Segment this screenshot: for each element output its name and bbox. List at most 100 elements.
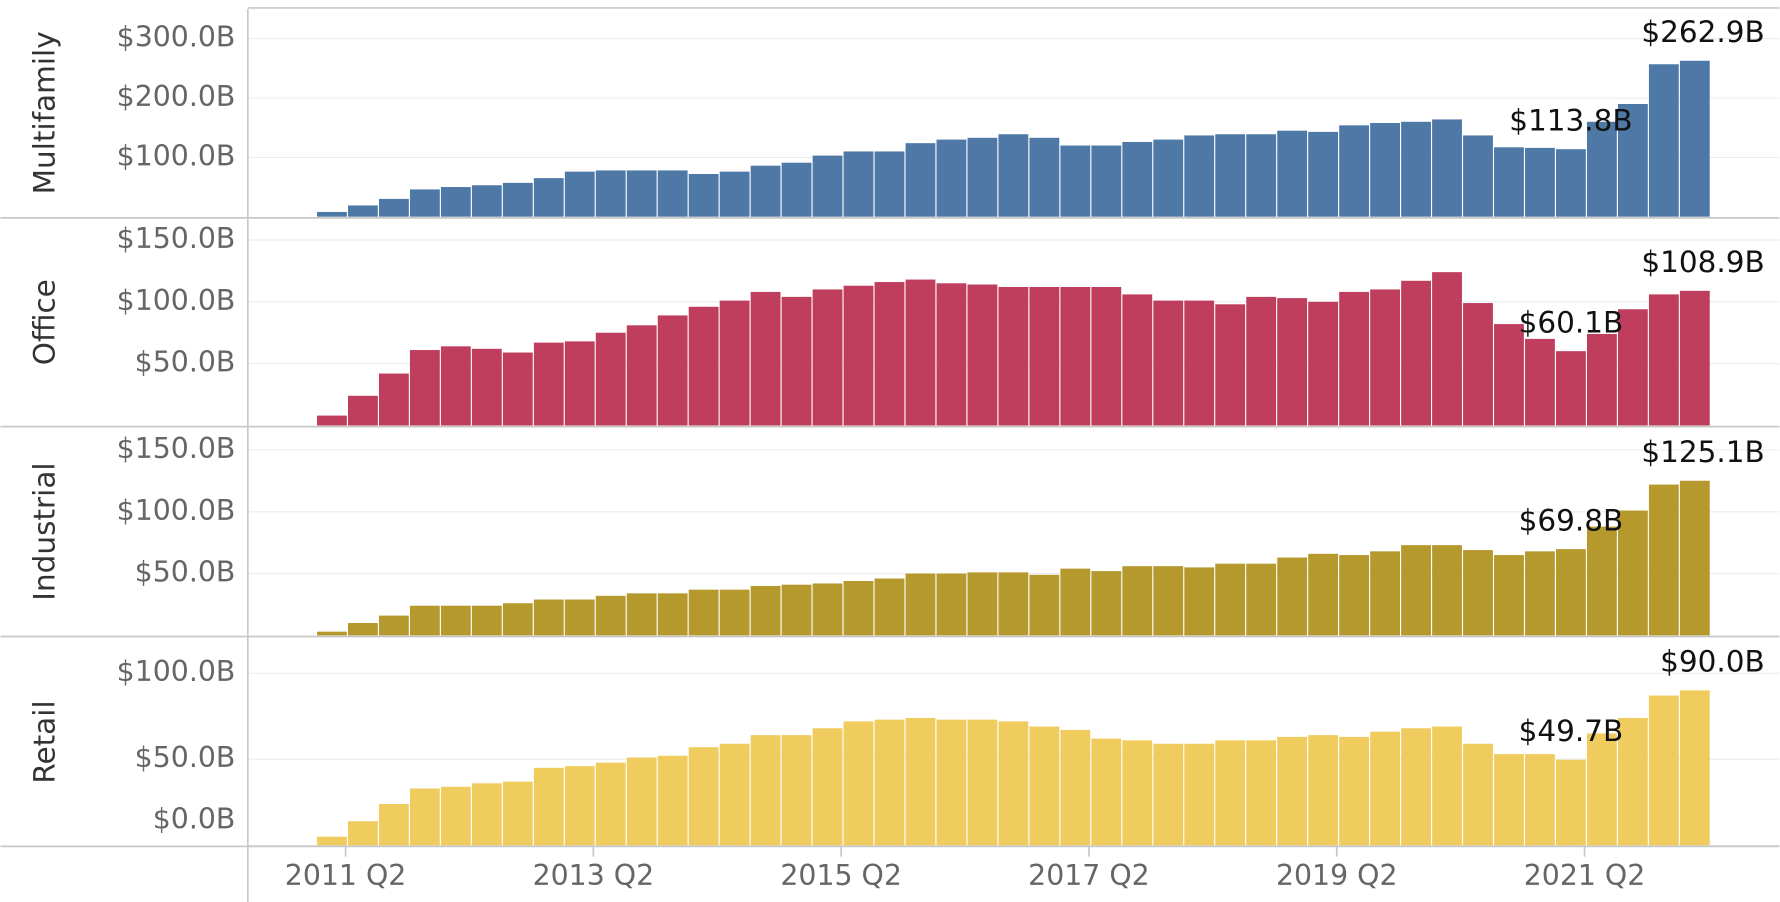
bar: [1679, 290, 1710, 426]
y-tick-label: $150.0B: [117, 222, 236, 255]
data-label: $108.9B: [1641, 245, 1764, 279]
bar: [1401, 280, 1431, 426]
bar: [874, 719, 905, 846]
bar: [564, 599, 595, 636]
y-tick-label: $100.0B: [117, 494, 236, 527]
bar: [1617, 103, 1648, 217]
bar: [1525, 754, 1555, 846]
bar: [1679, 60, 1710, 217]
bar: [1525, 147, 1555, 217]
bar: [1617, 309, 1648, 426]
bar: [1029, 726, 1060, 846]
bar: [440, 605, 471, 636]
bar: [1617, 510, 1648, 636]
bar: [1153, 139, 1184, 217]
bar: [1370, 122, 1400, 217]
bar: [1370, 551, 1400, 636]
bar: [1308, 553, 1339, 636]
bar: [471, 348, 502, 426]
bar: [533, 767, 564, 846]
bar: [1586, 733, 1617, 846]
y-axis-title: Retail: [27, 700, 61, 783]
bar: [936, 139, 967, 217]
bar: [1246, 740, 1277, 846]
bar: [440, 346, 471, 426]
bar: [1463, 743, 1493, 846]
bar: [348, 821, 378, 846]
bar: [564, 766, 595, 846]
data-label: $90.0B: [1660, 645, 1765, 679]
bar: [1586, 526, 1617, 636]
bar: [378, 198, 409, 217]
bar: [843, 580, 874, 636]
bar: [378, 803, 409, 846]
bar: [1432, 119, 1462, 217]
bar: [1556, 149, 1586, 217]
bar: [317, 836, 347, 846]
bar: [1494, 324, 1524, 426]
bar: [1122, 740, 1153, 846]
bar: [936, 719, 967, 846]
bar: [626, 757, 657, 846]
bar: [378, 373, 409, 426]
bar: [1060, 729, 1091, 846]
bar: [1463, 303, 1493, 426]
bar: [998, 721, 1029, 846]
bar: [1308, 131, 1339, 217]
bar: [657, 755, 688, 846]
bar: [750, 291, 781, 426]
bar: [1277, 298, 1308, 426]
data-label: $60.1B: [1519, 305, 1624, 339]
bar: [1494, 555, 1524, 636]
y-tick-label: $100.0B: [117, 655, 236, 688]
bar: [1556, 351, 1586, 426]
bar: [1184, 743, 1215, 846]
bar: [1277, 736, 1308, 846]
bar: [688, 589, 719, 636]
bar: [1184, 135, 1215, 217]
bar: [1648, 294, 1679, 426]
bar: [1617, 717, 1648, 846]
bar: [750, 165, 781, 217]
bar: [317, 631, 347, 636]
bar: [1463, 550, 1493, 636]
bar: [1339, 125, 1370, 217]
bar: [1246, 134, 1277, 217]
bar: [1308, 735, 1339, 846]
bar: [1679, 480, 1710, 636]
bar: [1060, 568, 1091, 636]
bar: [595, 332, 626, 426]
bar: [1122, 141, 1153, 217]
data-label: $125.1B: [1641, 435, 1764, 469]
y-tick-label: $50.0B: [135, 346, 236, 379]
bar: [812, 289, 843, 426]
bar: [905, 717, 936, 846]
bar: [967, 572, 998, 636]
bar: [1029, 137, 1060, 217]
bar: [657, 593, 688, 636]
bar: [1246, 563, 1277, 636]
bar: [1401, 728, 1431, 846]
bar: [905, 573, 936, 636]
bar: [967, 284, 998, 426]
bar: [1277, 557, 1308, 636]
bar: [1215, 563, 1246, 636]
bar: [409, 350, 440, 426]
bar: [533, 178, 564, 217]
bar: [874, 282, 905, 426]
bar: [719, 743, 750, 846]
x-tick-label: 2017 Q2: [1028, 859, 1150, 892]
bar: [812, 728, 843, 846]
data-label: $262.9B: [1641, 15, 1764, 49]
bar: [1122, 566, 1153, 636]
bar: [1308, 301, 1339, 426]
bar: [688, 306, 719, 426]
bar: [905, 279, 936, 426]
y-tick-label: $100.0B: [117, 284, 236, 317]
bar: [1339, 291, 1370, 426]
bar: [1184, 567, 1215, 636]
bar: [471, 783, 502, 846]
x-tick-label: 2021 Q2: [1524, 859, 1646, 892]
y-tick-label: $50.0B: [135, 741, 236, 774]
